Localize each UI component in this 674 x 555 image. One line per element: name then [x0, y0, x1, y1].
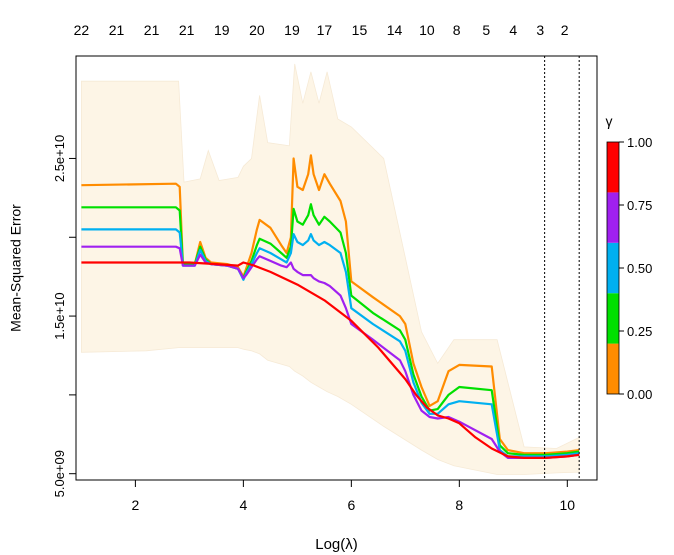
top-axis: 22 21 21 21 19 20 19 17 15 14 10 8 5 4 3 2 — [74, 22, 569, 38]
top-label-9: 14 — [387, 22, 403, 38]
legend-swatch-2 — [607, 242, 619, 294]
legend-tick-label-3: 0.75 — [627, 198, 652, 213]
gamma-legend: γ 0.00 0.25 0.50 0.75 1.00 — [606, 113, 653, 402]
legend-tick-label-4: 1.00 — [627, 135, 652, 150]
y-axis-label: Mean-Squared Error — [8, 204, 24, 332]
error-band — [81, 63, 580, 475]
top-label-11: 8 — [453, 22, 461, 38]
legend-swatch-1 — [607, 293, 619, 344]
legend-title: γ — [606, 113, 613, 129]
legend-tick-label-0: 0.00 — [627, 387, 652, 402]
top-label-1: 21 — [109, 22, 125, 38]
legend-tick-label-2: 0.50 — [627, 261, 652, 276]
y-axis: 5.0e+09 1.5e+10 2.5e+10 — [52, 135, 77, 497]
top-label-5: 20 — [249, 22, 265, 38]
y-tick-label-0: 5.0e+09 — [52, 450, 67, 497]
series-line-4 — [81, 261, 580, 459]
legend-swatch-4 — [607, 142, 619, 193]
y-tick-label-2: 1.5e+10 — [52, 292, 67, 339]
legend-swatch-0 — [607, 343, 619, 394]
top-label-3: 21 — [179, 22, 195, 38]
top-label-12: 5 — [482, 22, 490, 38]
legend-tick-label-1: 0.25 — [627, 324, 652, 339]
x-tick-label-4: 10 — [560, 497, 576, 513]
top-label-8: 15 — [352, 22, 368, 38]
top-label-14: 3 — [536, 22, 544, 38]
x-axis: 2 4 6 8 10 — [131, 479, 576, 513]
x-tick-label-0: 2 — [131, 497, 139, 513]
top-label-4: 19 — [214, 22, 230, 38]
top-label-10: 10 — [419, 22, 435, 38]
x-tick-label-3: 8 — [455, 497, 463, 513]
top-label-7: 17 — [317, 22, 333, 38]
series-layer — [81, 154, 580, 459]
vline-layer — [544, 56, 580, 480]
y-tick-label-4: 2.5e+10 — [52, 135, 67, 182]
top-label-0: 22 — [74, 22, 90, 38]
x-tick-label-2: 6 — [347, 497, 355, 513]
top-label-13: 4 — [509, 22, 517, 38]
top-label-2: 21 — [144, 22, 160, 38]
x-tick-label-1: 4 — [239, 497, 247, 513]
x-axis-label: Log(λ) — [315, 536, 358, 553]
top-label-6: 19 — [284, 22, 300, 38]
error-band-layer — [81, 63, 580, 475]
top-label-15: 2 — [561, 22, 569, 38]
legend-swatch-3 — [607, 192, 619, 243]
